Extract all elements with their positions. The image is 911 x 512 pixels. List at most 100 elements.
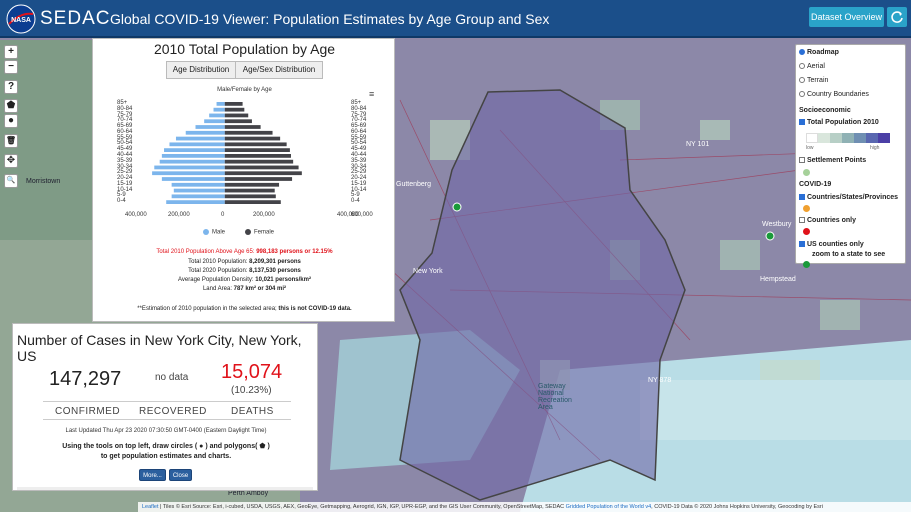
orange-dot [803, 205, 810, 212]
map-label-westbury: Westbury [762, 221, 792, 228]
bar-male-20-24[interactable] [161, 177, 225, 181]
bar-male-50-54[interactable] [169, 142, 225, 147]
search-button[interactable]: 🔍 [4, 174, 18, 188]
age-label-left: 80-84 [117, 105, 133, 112]
bar-male-15-19[interactable] [171, 182, 225, 187]
app-header: NASA SEDAC Global COVID-19 Viewer: Popul… [0, 0, 911, 38]
age-label-right: 40-44 [351, 152, 367, 158]
layer-us-counties[interactable]: US counties only [799, 241, 864, 248]
bar-female-15-19[interactable] [224, 182, 280, 187]
bar-male-65-69[interactable] [195, 125, 225, 129]
bar-female-80-84[interactable] [224, 107, 245, 112]
bar-female-20-24[interactable] [224, 177, 293, 181]
zoom-note: zoom to a state to see [812, 251, 886, 258]
bar-male-60-64[interactable] [185, 130, 225, 135]
bar-female-70-74[interactable] [224, 119, 252, 124]
leaflet-link[interactable]: Leaflet [142, 504, 159, 510]
chart-menu-icon[interactable]: ≡ [369, 89, 375, 99]
bar-male-25-29[interactable] [152, 171, 225, 176]
radio[interactable] [799, 91, 805, 98]
stat-value: 787 km² or 304 mi² [233, 286, 287, 292]
layer-total-population[interactable]: Total Population 2010 [799, 119, 879, 126]
legend-male[interactable]: Male [203, 229, 225, 236]
bar-female-75-79[interactable] [224, 113, 249, 118]
nasa-logo: NASA [6, 4, 36, 34]
checkbox-checked[interactable] [799, 194, 805, 201]
population-note: **Estimation of 2010 population in the s… [93, 306, 396, 312]
layer-terrain[interactable]: Terrain [799, 77, 828, 84]
close-button[interactable]: Close [169, 469, 192, 481]
bar-male-45-49[interactable] [164, 148, 225, 152]
bar-female-45-49[interactable] [224, 148, 290, 152]
layer-aerial[interactable]: Aerial [799, 63, 825, 70]
layer-country-boundaries[interactable]: Country Boundaries [799, 91, 869, 98]
bar-male-80-84[interactable] [213, 107, 225, 112]
radio[interactable] [799, 77, 805, 84]
tab-age-distribution[interactable]: Age Distribution [166, 61, 236, 79]
bar-female-40-44[interactable] [224, 154, 291, 158]
bar-female-0-4[interactable] [224, 200, 281, 204]
layer-countries-states[interactable]: Countries/States/Provinces [799, 194, 898, 201]
draw-circle-button[interactable]: ● [4, 114, 18, 128]
bar-female-50-54[interactable] [224, 142, 287, 147]
bar-male-10-14[interactable] [173, 188, 225, 193]
bar-female-65-69[interactable] [224, 125, 261, 129]
dataset-overview-button[interactable]: Dataset Overview [809, 7, 884, 27]
checkbox[interactable] [799, 217, 805, 224]
stat-value: 8,209,301 persons [249, 259, 301, 265]
layer-label: Total Population 2010 [807, 119, 879, 126]
bar-male-85+[interactable] [216, 102, 225, 106]
zoom-out-button[interactable]: − [4, 60, 18, 74]
bar-male-0-4[interactable] [166, 200, 225, 204]
gpw-link[interactable]: Gridded Population of the World v4 [565, 504, 652, 510]
horizontal-scrollbar[interactable] [17, 487, 313, 490]
layer-settlement-points[interactable]: Settlement Points [799, 157, 866, 164]
refresh-button[interactable] [887, 7, 907, 27]
bar-female-55-59[interactable] [224, 136, 281, 141]
more-button[interactable]: More... [139, 469, 166, 481]
delete-button[interactable]: 🗑 [4, 134, 18, 148]
legend-female[interactable]: Female [245, 229, 274, 236]
age-label-right: 70-74 [351, 117, 367, 124]
stat-label: Average Population Density: [178, 277, 254, 283]
bar-female-30-34[interactable] [224, 165, 299, 170]
tab-age-sex-distribution[interactable]: Age/Sex Distribution [235, 61, 323, 79]
draw-polygon-button[interactable]: ⬟ [4, 99, 18, 113]
stat-total-2010: Total 2010 Population: 8,209,301 persons [93, 259, 396, 265]
bar-female-60-64[interactable] [224, 130, 273, 135]
age-label-right: 25-29 [351, 169, 367, 176]
confirmed-label: CONFIRMED [55, 406, 121, 417]
bar-female-25-29[interactable] [224, 171, 302, 176]
legend-swatch [830, 133, 842, 143]
bar-female-35-39[interactable] [224, 159, 294, 164]
bar-male-30-34[interactable] [154, 165, 225, 170]
checkbox-checked[interactable] [799, 119, 805, 126]
locate-button[interactable]: ✥ [4, 154, 18, 168]
bar-male-5-9[interactable] [171, 194, 225, 199]
zoom-in-button[interactable]: + [4, 45, 18, 59]
legend-high: high [870, 145, 880, 151]
bar-female-5-9[interactable] [224, 194, 276, 199]
population-title: 2010 Total Population by Age [153, 41, 336, 57]
layer-countries-only[interactable]: Countries only [799, 217, 856, 224]
stat-label: Total 2010 Population: [188, 259, 248, 265]
help-button[interactable]: ? [4, 80, 18, 94]
checkbox-checked[interactable] [799, 241, 805, 248]
layer-roadmap[interactable]: Roadmap [799, 49, 839, 56]
bar-male-75-79[interactable] [209, 113, 225, 118]
radio-selected[interactable] [799, 49, 805, 56]
bar-male-55-59[interactable] [175, 136, 225, 141]
map-label-gateway: Gateway National Recreation Area [538, 383, 572, 411]
bar-male-70-74[interactable] [204, 119, 225, 124]
stat-value: 998,183 persons or 12.15% [256, 249, 333, 255]
bar-female-10-14[interactable] [224, 188, 275, 193]
age-label-right: 10-14 [351, 186, 367, 193]
stat-value: 8,137,530 persons [249, 268, 301, 274]
bar-male-40-44[interactable] [161, 154, 225, 158]
radio[interactable] [799, 63, 805, 70]
stat-label: Land Area: [202, 286, 232, 292]
bar-male-35-39[interactable] [159, 159, 225, 164]
bar-female-85+[interactable] [224, 102, 243, 106]
polygon-icon: ⬟ [259, 443, 266, 450]
checkbox[interactable] [799, 157, 805, 164]
